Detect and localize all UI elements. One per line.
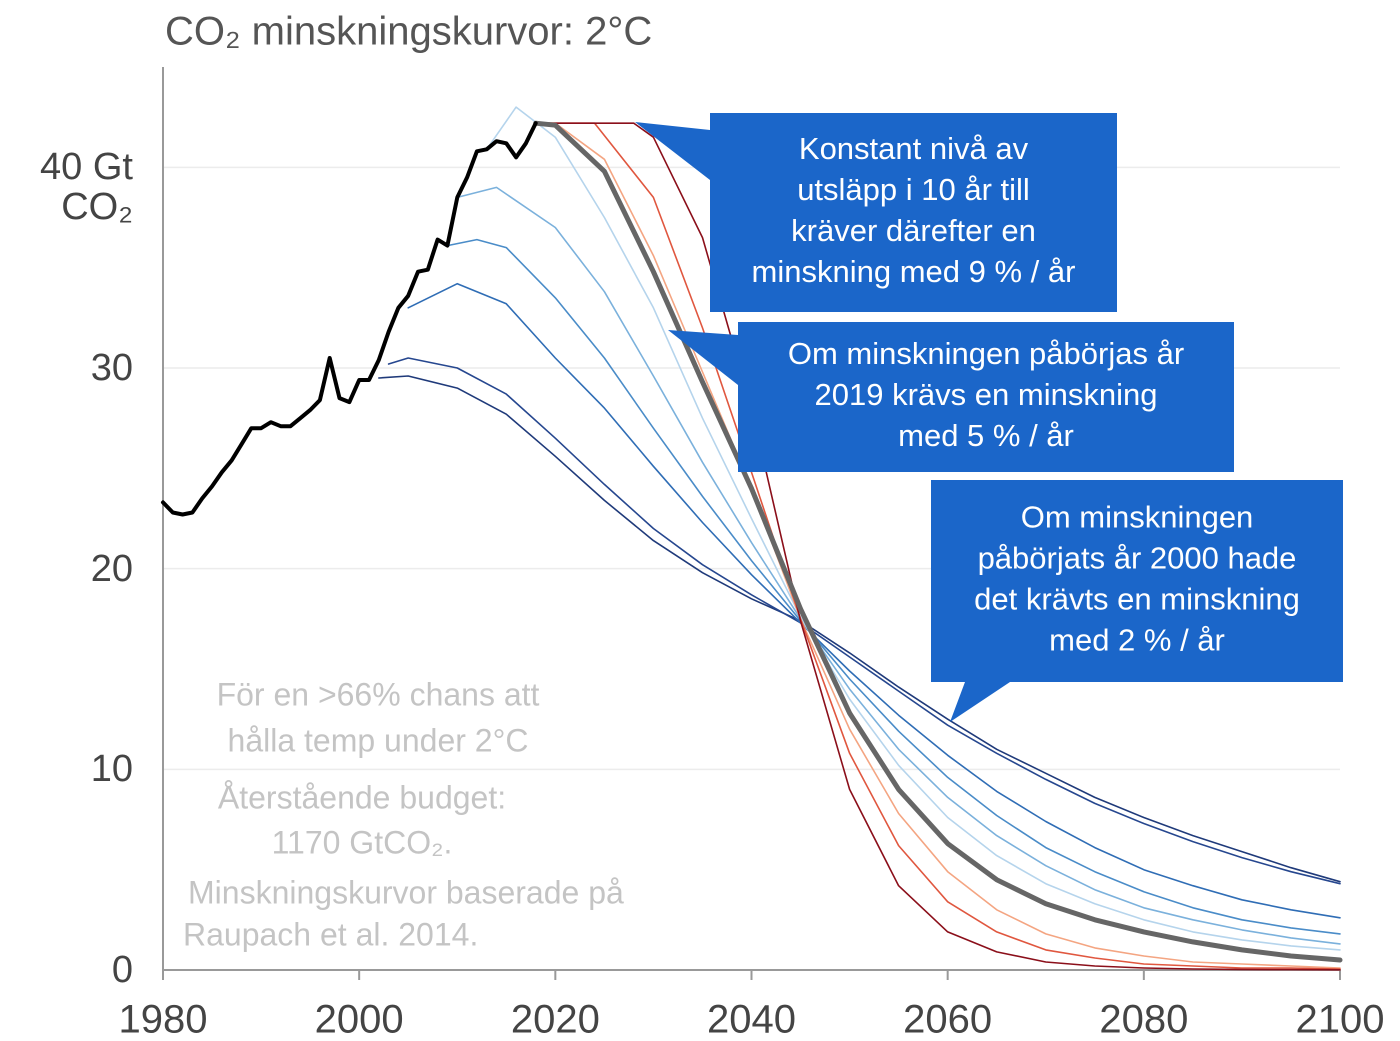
x-tick-label: 2060 (903, 998, 992, 1041)
callout-box (738, 322, 1234, 472)
y-tick-label: 0 (111, 949, 133, 991)
y-tick-label: 10 (90, 748, 133, 791)
line-series (446, 238, 1341, 935)
y-tick-label: 40 Gt CO₂ (40, 146, 133, 229)
callout-text: utsläpp i 10 år till (797, 172, 1030, 207)
callout-pointer (950, 682, 1010, 722)
y-tick-label: 30 (90, 347, 133, 389)
note-text: hålla temp under 2°C (228, 722, 529, 758)
x-tick-label: 2100 (1296, 998, 1385, 1041)
line-series (456, 186, 1341, 945)
x-tick-label: 1980 (119, 998, 208, 1041)
note-text: För en >66% chans att (217, 676, 540, 712)
line-series (534, 122, 1341, 969)
x-tick-label: 2080 (1099, 998, 1188, 1041)
chart-title: CO₂ minskningskurvor: 2°C (165, 10, 652, 54)
line-series (485, 106, 1341, 951)
callout-text: kräver därefter en (791, 213, 1036, 248)
callout-pointer (635, 122, 710, 180)
callout-text: Om minskningen (1021, 500, 1254, 535)
line-series (161, 121, 538, 517)
callout-text: med 2 % / år (1049, 623, 1225, 658)
callout-text: med 5 % / år (898, 418, 1074, 453)
callout-text: 2019 krävs en minskning (815, 377, 1158, 412)
note-text: 1170 GtCO₂. (272, 824, 453, 860)
line-series (533, 120, 1343, 963)
line-series (377, 375, 1341, 883)
callout-box (931, 480, 1343, 682)
line-series (387, 357, 1341, 885)
line-series (407, 282, 1341, 919)
x-tick-label: 2040 (707, 998, 796, 1041)
callout-text: Om minskningen påbörjas år (788, 336, 1184, 371)
callout-text: det krävts en minskning (974, 582, 1300, 617)
x-tick-label: 2000 (315, 998, 404, 1041)
callout-text: påbörjats år 2000 hade (978, 541, 1297, 576)
callout-box (710, 113, 1117, 312)
line-series (534, 122, 1341, 971)
note-text: Minskningskurvor baserade på (188, 874, 624, 910)
x-tick-label: 2020 (511, 998, 600, 1041)
line-series (534, 122, 1341, 970)
note-text: Återstående budget: (218, 779, 506, 815)
callout-text: Konstant nivå av (799, 131, 1029, 166)
y-tick-label: 20 (90, 547, 133, 590)
callout-pointer (668, 330, 738, 385)
callout-text: minskning med 9 % / år (752, 254, 1076, 289)
note-text: Raupach et al. 2014. (183, 916, 478, 952)
